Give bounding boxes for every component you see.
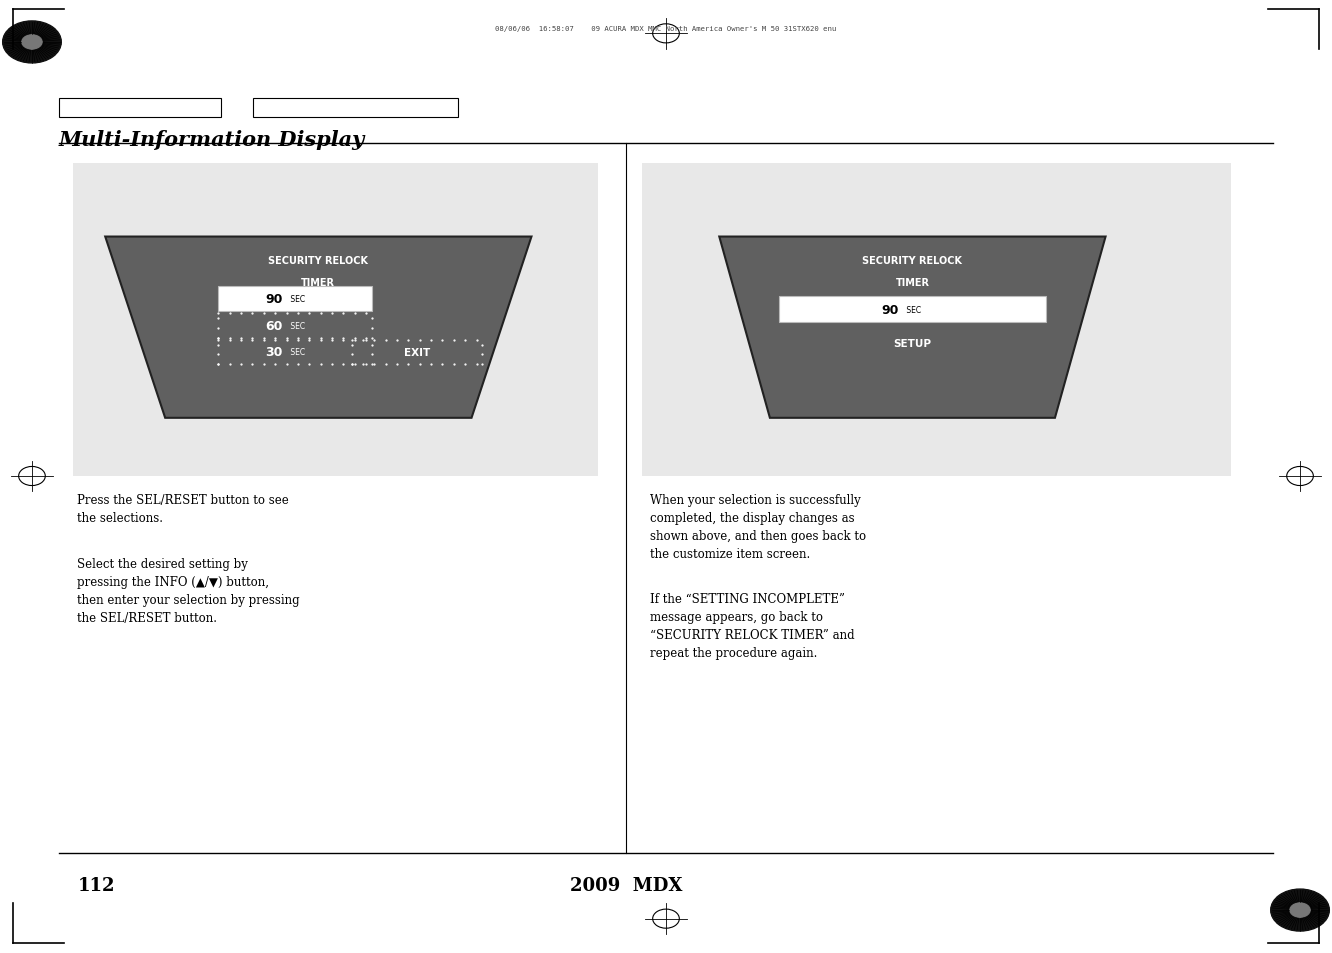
Text: 112: 112 — [77, 877, 115, 894]
Text: SETUP: SETUP — [894, 339, 931, 349]
Polygon shape — [105, 237, 531, 418]
Circle shape — [19, 467, 45, 486]
FancyBboxPatch shape — [779, 296, 1046, 323]
Text: TIMER: TIMER — [895, 278, 930, 288]
Circle shape — [3, 22, 61, 64]
Circle shape — [1287, 467, 1313, 486]
Text: Press the SEL/RESET button to see
the selections.: Press the SEL/RESET button to see the se… — [77, 494, 289, 524]
Polygon shape — [719, 237, 1106, 418]
Circle shape — [1289, 902, 1311, 918]
Text: When your selection is successfully
completed, the display changes as
shown abov: When your selection is successfully comp… — [650, 494, 866, 560]
FancyBboxPatch shape — [642, 164, 1231, 476]
Text: TIMER: TIMER — [301, 278, 336, 288]
Circle shape — [653, 909, 679, 928]
Text: SECURITY RELOCK: SECURITY RELOCK — [862, 256, 963, 266]
Bar — [218, 340, 372, 365]
Text: EXIT: EXIT — [404, 348, 430, 357]
Text: 2009  MDX: 2009 MDX — [570, 877, 682, 894]
FancyBboxPatch shape — [253, 99, 458, 118]
Text: Multi-Information Display: Multi-Information Display — [59, 130, 365, 150]
Text: SEC: SEC — [288, 348, 305, 357]
Text: 90: 90 — [265, 293, 282, 306]
Text: SEC: SEC — [288, 294, 305, 304]
Bar — [218, 314, 372, 338]
Circle shape — [21, 35, 43, 51]
FancyBboxPatch shape — [59, 99, 221, 118]
Circle shape — [1271, 889, 1329, 931]
Text: SEC: SEC — [288, 321, 305, 331]
Text: 90: 90 — [882, 303, 899, 316]
Text: 08/06/06  16:58:07    09 ACURA MDX MMC North America Owner's M 50 31STX620 enu: 08/06/06 16:58:07 09 ACURA MDX MMC North… — [496, 26, 836, 31]
Text: If the “SETTING INCOMPLETE”
message appears, go back to
“SECURITY RELOCK TIMER” : If the “SETTING INCOMPLETE” message appe… — [650, 593, 855, 659]
FancyBboxPatch shape — [218, 287, 372, 312]
FancyBboxPatch shape — [73, 164, 598, 476]
Circle shape — [653, 25, 679, 44]
Text: SEC: SEC — [904, 305, 922, 314]
Text: Select the desired setting by
pressing the INFO (▲/▼) button,
then enter your se: Select the desired setting by pressing t… — [77, 558, 300, 624]
Text: 60: 60 — [265, 319, 282, 333]
Text: SECURITY RELOCK: SECURITY RELOCK — [268, 256, 369, 266]
Text: 30: 30 — [265, 346, 282, 359]
Bar — [352, 340, 482, 365]
